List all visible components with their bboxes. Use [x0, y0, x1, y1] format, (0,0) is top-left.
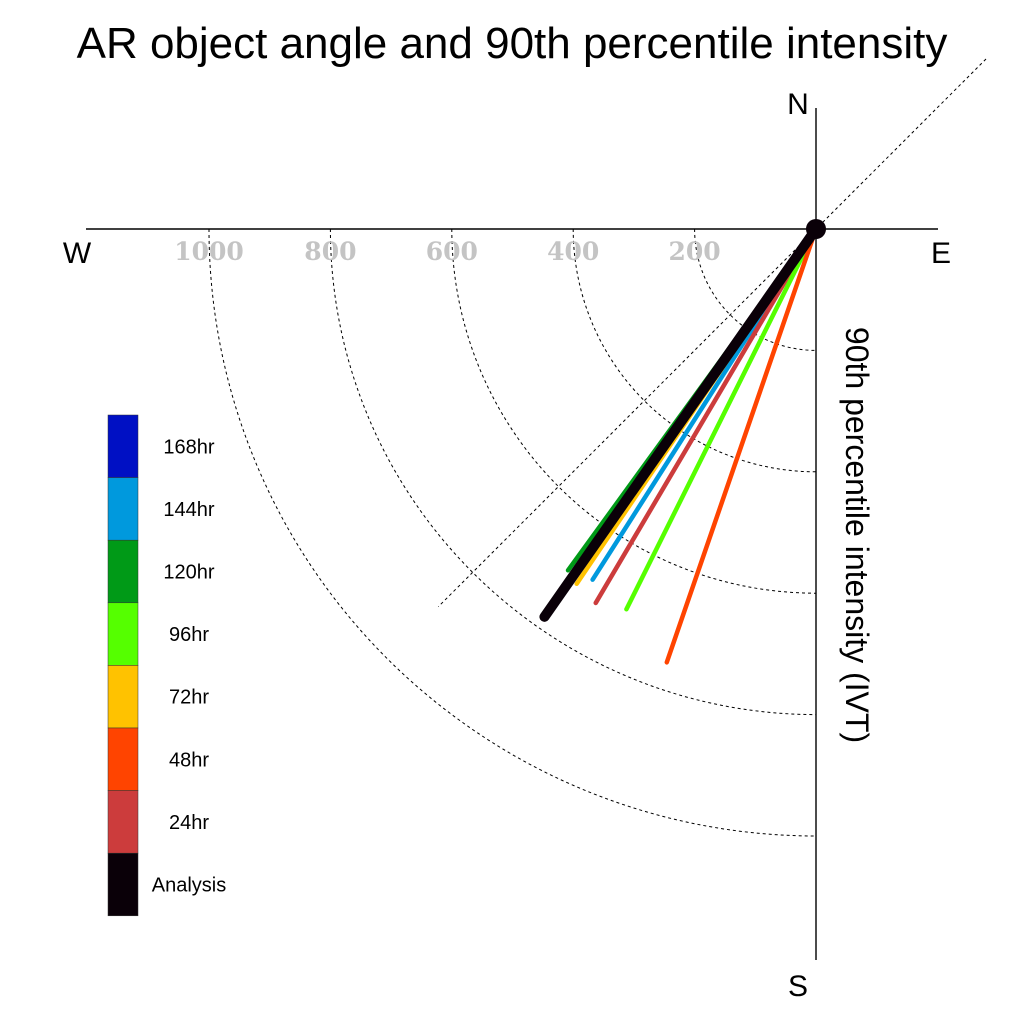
- legend-label-analysis: Analysis: [152, 875, 226, 897]
- legend-label-144hr: 144hr: [163, 499, 214, 521]
- axes: [86, 108, 938, 960]
- legend-swatch-analysis: [107, 852, 139, 917]
- tick-label-600: 600: [426, 237, 478, 266]
- legend-swatch-72hr: [107, 665, 139, 729]
- series-line-96hr: [624, 226, 819, 612]
- legend-swatch-168hr: [107, 414, 139, 478]
- grid-ring-200: [694, 228, 817, 351]
- legend-label-48hr: 48hr: [169, 749, 209, 771]
- legend: 168hr 144hr 120hr 96hr 72hr 48hr 24hr Analysis: [107, 414, 226, 917]
- origin-marker: [806, 219, 826, 239]
- compass-west-label: W: [63, 237, 92, 270]
- legend-swatch-120hr: [107, 539, 139, 604]
- tick-label-800: 800: [304, 237, 356, 266]
- tick-label-400: 400: [547, 237, 599, 266]
- grid-ring-400: [572, 228, 817, 473]
- compass-south-label: S: [788, 970, 808, 1003]
- tick-label-1000: 1000: [174, 237, 244, 266]
- tick-labels: 1000 800 600 400 200: [174, 237, 720, 266]
- series-lines: [539, 224, 821, 665]
- grid-ring-1000: [208, 228, 817, 837]
- legend-swatch-96hr: [107, 602, 139, 666]
- legend-swatch-144hr: [107, 477, 139, 541]
- intensity-axis-label: 90th percentile intensity (IVT): [839, 327, 875, 743]
- chart-title: AR object angle and 90th percentile inte…: [77, 19, 948, 68]
- tick-label-200: 200: [669, 237, 721, 266]
- legend-label-72hr: 72hr: [169, 687, 209, 709]
- series-line-analysis: [539, 224, 821, 622]
- series-line-48hr: [664, 226, 819, 665]
- compass-north-label: N: [787, 88, 809, 121]
- legend-label-96hr: 96hr: [169, 624, 209, 646]
- legend-label-24hr: 24hr: [169, 812, 209, 834]
- legend-label-120hr: 120hr: [163, 562, 214, 584]
- legend-swatch-24hr: [107, 790, 139, 854]
- legend-swatch-48hr: [107, 727, 139, 791]
- legend-label-168hr: 168hr: [163, 436, 214, 458]
- grid-ring-800: [329, 228, 817, 716]
- grid-ring-600: [451, 228, 817, 594]
- compass-east-label: E: [931, 237, 951, 270]
- series-line-24hr: [593, 226, 819, 606]
- grid: [208, 58, 987, 837]
